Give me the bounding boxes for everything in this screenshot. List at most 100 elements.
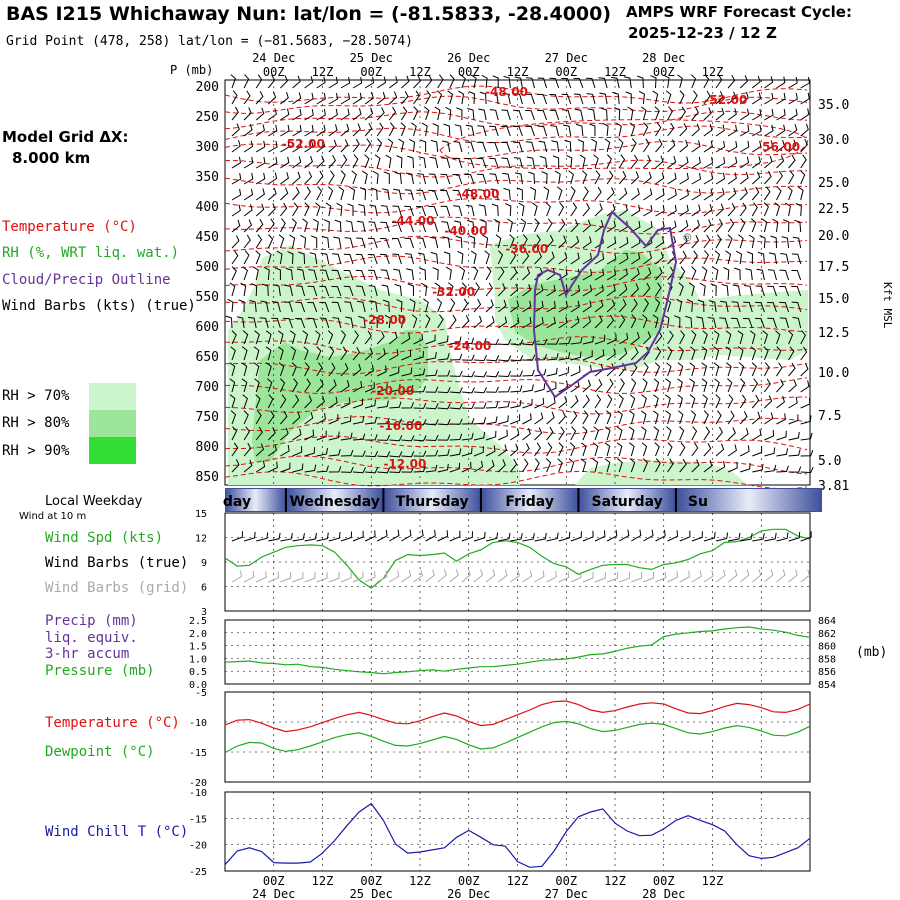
wind-barb [416, 206, 427, 217]
wind-barb [574, 108, 584, 121]
wind-barb [425, 386, 439, 393]
wind-barb [582, 284, 593, 297]
wind-barb [781, 236, 790, 249]
wind-barb [513, 93, 523, 105]
wind-barb [701, 346, 708, 361]
wind-barb [292, 156, 302, 169]
grid-wind-barb [606, 572, 619, 583]
wind-barb [534, 458, 540, 473]
wind-barb [703, 156, 714, 169]
rh-90-swatch [89, 437, 136, 464]
wind-barb [788, 414, 799, 425]
wind-barb [594, 186, 602, 201]
wind-barb [643, 155, 651, 169]
wind-barb [231, 204, 241, 217]
wind-barb [715, 460, 726, 473]
wind-barb [582, 236, 592, 249]
wind-barb [503, 187, 511, 201]
wind-barb [791, 269, 802, 281]
pressure-tick-label: 500 [196, 260, 219, 275]
temperature-contour-labels: -48.00 -52.00 -52.00 -56.00 -48.00 -44.00 -40.… [282, 85, 800, 471]
wind-barb [497, 283, 506, 297]
wind-barb [739, 218, 746, 233]
wind-barb [715, 157, 726, 169]
pressure-tick-label: 650 [196, 350, 219, 365]
wind-barb [570, 351, 582, 361]
wind-barb [721, 283, 729, 297]
wind-barb [703, 459, 713, 473]
wind-barb [776, 395, 785, 409]
wind-barb [352, 450, 366, 457]
wind-barb [425, 314, 431, 329]
wind-barb [401, 332, 411, 345]
wind-barb [734, 267, 741, 281]
wind-barb [640, 410, 647, 425]
wind-barb [261, 283, 269, 297]
wind-barb [642, 122, 649, 137]
surface-wind-barb [413, 529, 424, 542]
wind-barb [715, 218, 724, 233]
wind-barb [618, 314, 626, 329]
wind-barb [332, 317, 342, 329]
wind-barb [255, 172, 266, 185]
wind-barb [497, 444, 507, 457]
wind-barb [691, 173, 702, 185]
wind-barb [537, 93, 548, 105]
wind-barb [437, 74, 444, 89]
wind-barb [253, 266, 259, 281]
wind-barb [344, 301, 354, 313]
wind-barb [304, 140, 314, 153]
surface-wind-barb [243, 531, 256, 542]
wind-barb [419, 139, 427, 152]
wind-barb [723, 267, 730, 281]
wind-barb [413, 450, 427, 457]
wind-barb [501, 109, 511, 121]
wind-barb [582, 315, 592, 329]
surface-wind-barb [292, 533, 305, 542]
wind-barb [534, 397, 545, 409]
surface-wind-barb [631, 529, 642, 542]
cloud-precip-outline [532, 210, 678, 399]
wind-panel: 15 12 9 6 3 [195, 509, 812, 618]
wind-barb [509, 250, 517, 265]
height-tick-label: 20.0 [818, 229, 849, 244]
panel-tick-label: 0.5 [189, 667, 207, 678]
grid-wind-barb [631, 572, 643, 583]
wind-barb [325, 202, 332, 217]
wind-barb [268, 172, 278, 185]
wind-barb [731, 301, 741, 313]
wind-barb [449, 448, 462, 457]
wind-barb [549, 109, 560, 121]
wind-barb [497, 459, 506, 473]
wind-barb [409, 298, 416, 313]
surface-wind-barb [316, 532, 329, 542]
temperature-contour [224, 110, 808, 130]
wind-barb [677, 378, 683, 393]
pressure-axis-title: P (mb) [170, 63, 213, 77]
wind-barb [677, 394, 683, 409]
wind-barb [332, 253, 342, 265]
bottom-date-label: 25 Dec [350, 887, 393, 900]
bottom-hour-label: 00Z [263, 874, 285, 888]
wind-barb [268, 141, 278, 153]
wind-barb [255, 124, 265, 137]
wind-barb [737, 330, 744, 345]
wind-barb [604, 442, 611, 457]
surface-wind-barb [655, 529, 666, 542]
wind-barb [689, 394, 696, 409]
wind-barb [310, 235, 318, 248]
wind-barb [689, 362, 696, 377]
wind-barb [612, 91, 620, 105]
wind-barbs-true-label: Wind Barbs (true) [45, 555, 188, 571]
wind-barb [667, 458, 674, 473]
wind-barb [606, 284, 616, 297]
wind-barb [498, 370, 512, 378]
wind-barb [606, 187, 615, 201]
wind-barb [788, 154, 796, 169]
wind-barb [374, 154, 381, 169]
surface-wind-barb [340, 531, 353, 542]
wind-barb [500, 125, 511, 137]
grid-wind-barb [703, 570, 714, 583]
wind-barb [425, 90, 432, 105]
